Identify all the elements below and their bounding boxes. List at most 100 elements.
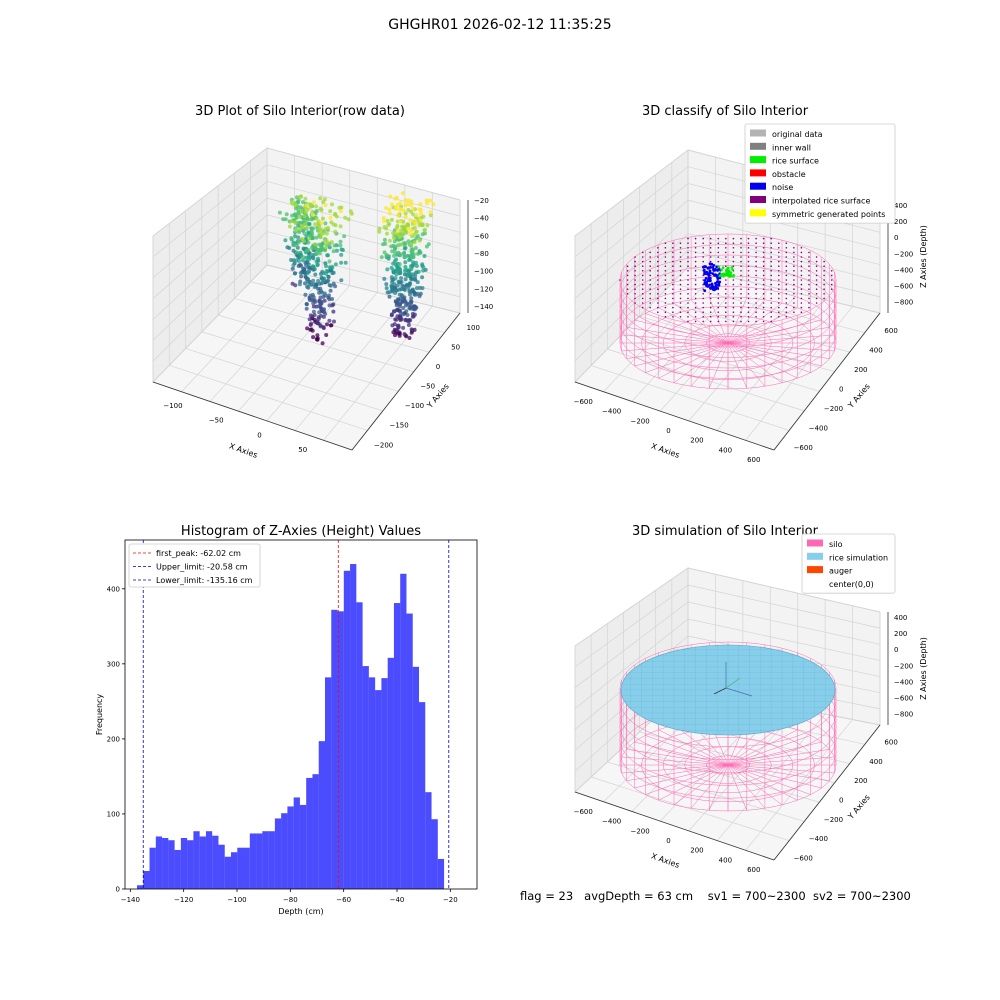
raw-data-point [413, 274, 418, 279]
raw-data-point [406, 198, 411, 203]
silo-spoke [634, 764, 729, 789]
interpolated-point [778, 316, 780, 318]
legend-box [128, 543, 261, 588]
raw-data-point [414, 270, 418, 275]
interpolated-point [657, 283, 659, 286]
interpolated-point [755, 297, 757, 300]
raw-data-point [302, 231, 307, 236]
legend-box [744, 123, 896, 224]
raw-data-point [409, 250, 414, 255]
grid-line [687, 233, 881, 282]
grid-line [574, 183, 689, 278]
raw-data-point [388, 211, 392, 216]
interpolated-point [747, 247, 750, 249]
interpolated-point [641, 306, 644, 309]
raw-data-point [297, 227, 302, 231]
legend-label: rice simulation [829, 553, 888, 562]
silo-spoke [621, 334, 729, 344]
interpolated-point [778, 293, 780, 295]
raw-data-point [322, 197, 327, 202]
noise-point [713, 267, 717, 271]
noise-point [705, 271, 709, 275]
histogram-bar [205, 831, 213, 889]
raw-data-point [338, 239, 343, 244]
raw-data-point [302, 214, 307, 219]
interpolated-point [709, 251, 712, 254]
x-tick-label: 0 [666, 837, 670, 845]
silo-spoke [708, 342, 729, 389]
interpolated-point [762, 265, 765, 267]
raw-data-point [316, 222, 321, 227]
interpolated-point [770, 288, 772, 290]
z-tick-label: 0 [894, 646, 898, 654]
interpolated-point [702, 320, 704, 323]
rice-surface-point [729, 271, 733, 274]
interpolated-point [679, 265, 682, 267]
interpolated-point [664, 316, 667, 318]
interpolated-point [808, 283, 810, 286]
interpolated-point [740, 242, 742, 244]
legend-label: noise [772, 183, 793, 192]
interpolated-point [702, 247, 704, 249]
histogram-bar [262, 831, 269, 889]
raw-data-point [305, 284, 310, 289]
interpolated-point [785, 260, 788, 263]
interpolated-point [702, 242, 704, 244]
raw-data-point [315, 333, 320, 338]
y-tick-label: 0 [116, 886, 120, 894]
interpolated-point [785, 251, 788, 254]
interpolated-point [755, 283, 757, 286]
raw-data-point [307, 298, 312, 302]
noise-point [705, 282, 709, 286]
raw-data-point [414, 286, 419, 291]
raw-data-point [311, 212, 315, 217]
interpolated-point [657, 260, 659, 263]
raw-data-point [327, 259, 332, 264]
silo-spoke [727, 302, 783, 344]
simulation-plot-title: 3D simulation of Silo Interior [632, 524, 818, 539]
interpolated-point [808, 265, 810, 267]
raw-data-point [322, 298, 327, 303]
silo-spoke [626, 764, 729, 781]
interpolated-point [709, 297, 712, 300]
y-tick-label: 200 [854, 777, 867, 785]
interpolated-point [641, 293, 644, 295]
interpolated-point [679, 256, 682, 258]
raw-data-point [328, 215, 333, 220]
interpolated-point [717, 297, 720, 300]
interpolated-point [755, 237, 757, 240]
raw-data-point [301, 255, 306, 260]
histogram-bar [368, 677, 376, 889]
interpolated-point [634, 293, 636, 295]
y-tick-label: 400 [869, 346, 882, 354]
interpolated-point [679, 242, 682, 244]
histogram-bar [375, 690, 382, 889]
raw-data-point [314, 216, 319, 221]
interpolated-point [740, 316, 742, 318]
interpolated-point [725, 247, 727, 249]
interpolated-point [815, 270, 818, 272]
interpolated-point [657, 270, 659, 272]
interpolated-point [732, 256, 735, 258]
interpolated-point [619, 279, 621, 281]
raw-data-point [328, 283, 333, 288]
y-axis-label: Frequency [95, 694, 104, 736]
interpolated-point [800, 302, 803, 304]
grid-line [591, 776, 790, 842]
raw-data-point [293, 220, 298, 225]
raw-data-point [324, 264, 328, 269]
silo-floor-ring [706, 333, 750, 353]
raw-data-point [311, 295, 316, 300]
interpolated-point [815, 283, 818, 286]
interpolated-point [672, 293, 674, 295]
raw-data-point [410, 234, 414, 239]
z-tick-label: 200 [894, 218, 907, 226]
interpolated-point [740, 251, 742, 254]
interpolated-point [762, 247, 765, 249]
noise-point [702, 268, 706, 272]
rice-surface-point [720, 268, 723, 272]
raw-data-point [398, 310, 403, 315]
interpolated-point [649, 283, 651, 286]
histogram-bar [287, 806, 294, 889]
interpolated-point [740, 247, 742, 249]
